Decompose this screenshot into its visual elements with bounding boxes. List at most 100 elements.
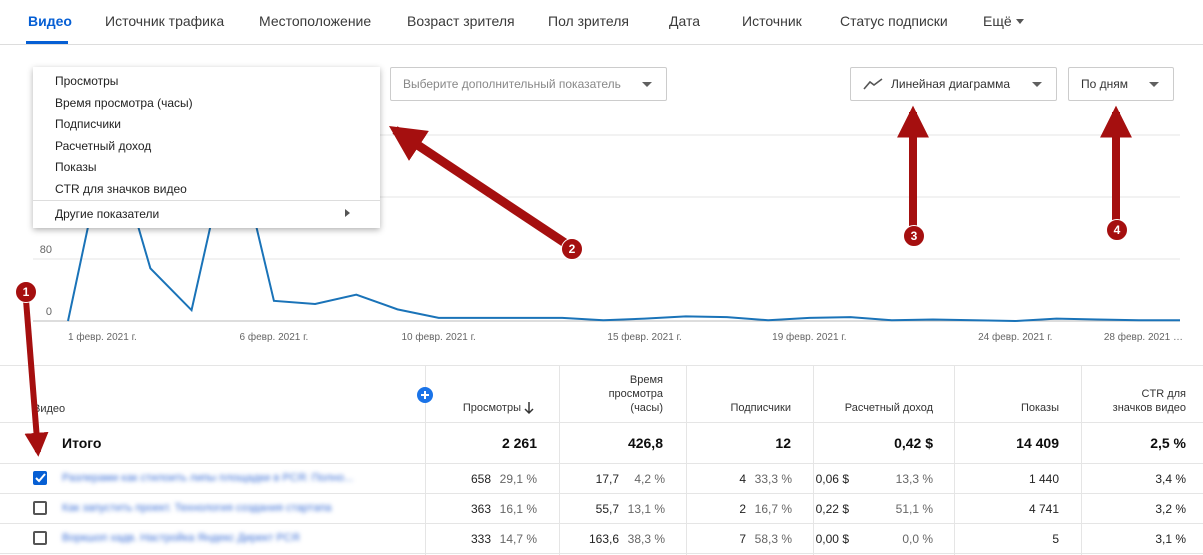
- share-cell: 4,2 %: [634, 472, 665, 486]
- column-header[interactable]: Показы: [1020, 402, 1059, 414]
- column-header[interactable]: Время просмотра (часы): [608, 374, 663, 414]
- share-cell: 33,3 %: [754, 472, 792, 486]
- share-cell: 13,1 %: [627, 502, 665, 516]
- row-divider: [0, 523, 1203, 524]
- row-divider: [0, 553, 1203, 554]
- value-cell: 658: [470, 472, 491, 486]
- row-divider: [0, 365, 1203, 366]
- share-cell: 13,3 %: [895, 472, 933, 486]
- share-cell: 29,1 %: [499, 472, 537, 486]
- column-divider: [686, 365, 687, 555]
- annotation-badge: 3: [903, 225, 925, 247]
- menu-item[interactable]: Расчетный доход: [55, 138, 152, 153]
- menu-item[interactable]: Подписчики: [55, 117, 122, 132]
- tab[interactable]: Статус подписки: [840, 13, 948, 29]
- share-cell: 51,1 %: [895, 502, 933, 516]
- menu-item[interactable]: Другие показатели: [55, 207, 160, 221]
- sort-icon[interactable]: [523, 401, 535, 415]
- row-divider: [0, 463, 1203, 464]
- x-tick-label: 10 февр. 2021 г.: [401, 331, 475, 343]
- value-cell: 1 440: [1028, 472, 1059, 486]
- value-cell: 7: [739, 532, 746, 546]
- column-divider: [1081, 365, 1082, 555]
- value-cell: 3,4 %: [1155, 472, 1186, 486]
- column-divider: [559, 365, 560, 555]
- checkbox[interactable]: [33, 501, 47, 515]
- video-title[interactable]: Как запустить проект. Технология создани…: [62, 502, 332, 514]
- column-header[interactable]: Просмотры: [462, 402, 521, 414]
- x-tick-label: 6 февр. 2021 г.: [240, 331, 309, 343]
- x-tick-label: 19 февр. 2021 г.: [772, 331, 846, 343]
- checkbox[interactable]: [33, 471, 47, 485]
- value-cell: 0,06 $: [815, 472, 849, 486]
- menu-item[interactable]: Время просмотра (часы): [55, 95, 193, 110]
- x-tick-label: 24 февр. 2021 г.: [978, 331, 1052, 343]
- y-tick-label: 80: [40, 244, 52, 256]
- value-cell: 333: [470, 532, 491, 546]
- menu-item[interactable]: Просмотры: [55, 74, 119, 88]
- value-cell: 2: [739, 502, 746, 516]
- arrow: [389, 126, 568, 247]
- video-title[interactable]: Воркшоп хадв. Настройка Яндекс Директ РС…: [62, 532, 300, 544]
- add-column-button[interactable]: [416, 386, 434, 404]
- column-header[interactable]: CTR для значков видео: [1112, 388, 1186, 414]
- annotation-badge: 2: [561, 238, 583, 260]
- share-cell: 16,1 %: [499, 502, 537, 516]
- check-mark: [35, 473, 46, 483]
- tab[interactable]: Видео: [28, 13, 72, 29]
- extra-metric-select[interactable]: Выберите дополнительный показатель: [390, 67, 667, 101]
- share-cell: 16,7 %: [754, 502, 792, 516]
- column-divider: [425, 365, 426, 555]
- x-tick-label: 1 февр. 2021 г.: [68, 331, 137, 343]
- active-tab-underline: [26, 41, 68, 44]
- share-cell: 0,0 %: [902, 532, 933, 546]
- select-label: По дням: [1081, 77, 1129, 91]
- row-divider: [0, 422, 1203, 423]
- total-label: Итого: [62, 435, 102, 451]
- column-header[interactable]: Расчетный доход: [844, 402, 933, 414]
- value-cell: 4: [739, 472, 746, 486]
- checkbox[interactable]: [33, 531, 47, 545]
- column-header: Видео: [33, 403, 66, 415]
- tab[interactable]: Источник: [742, 13, 802, 29]
- tab[interactable]: Источник трафика: [105, 13, 225, 29]
- column-divider: [954, 365, 955, 555]
- value-cell: 17,7: [595, 472, 619, 486]
- select-label: Линейная диаграмма: [891, 77, 1010, 91]
- annotation-badge: 1: [15, 281, 37, 303]
- menu-item[interactable]: CTR для значков видео: [55, 182, 187, 196]
- tab-divider: [0, 44, 1203, 45]
- video-title[interactable]: Разлерами как стилоить липы площадки в Р…: [62, 472, 354, 484]
- menu-item[interactable]: Показы: [55, 160, 97, 175]
- period-select[interactable]: По дням: [1068, 67, 1174, 101]
- value-cell: 4 741: [1028, 502, 1059, 516]
- total-value: 426,8: [627, 435, 663, 451]
- total-value: 14 409: [1016, 435, 1059, 451]
- total-value: 0,42 $: [894, 435, 933, 451]
- tab[interactable]: Местоположение: [259, 13, 372, 29]
- tab[interactable]: Возраст зрителя: [407, 13, 515, 29]
- column-header[interactable]: Подписчики: [730, 402, 791, 414]
- tab[interactable]: Дата: [669, 13, 701, 29]
- column-divider: [813, 365, 814, 555]
- submenu-caret: [345, 209, 350, 217]
- line-icon: [863, 78, 883, 90]
- tab[interactable]: Пол зрителя: [548, 13, 629, 29]
- value-cell: 3,1 %: [1155, 532, 1186, 546]
- metric-menu: Другие показатели Просмотры Время просмот…: [33, 67, 380, 228]
- value-cell: 55,7: [595, 502, 619, 516]
- x-tick-label: 28 февр. 2021 …: [1104, 331, 1183, 343]
- tab[interactable]: Ещё: [983, 13, 1012, 29]
- chart-type-select[interactable]: Линейная диаграмма: [850, 67, 1057, 101]
- annotation-badge: 4: [1106, 219, 1128, 241]
- value-cell: 3,2 %: [1155, 502, 1186, 516]
- value-cell: 363: [470, 502, 491, 516]
- more-caret: [1016, 19, 1024, 24]
- x-tick-label: 15 февр. 2021 г.: [607, 331, 681, 343]
- y-tick-label: 0: [46, 306, 52, 318]
- total-value: 2 261: [501, 435, 537, 451]
- arrow: [23, 299, 49, 457]
- menu-divider: [33, 200, 380, 201]
